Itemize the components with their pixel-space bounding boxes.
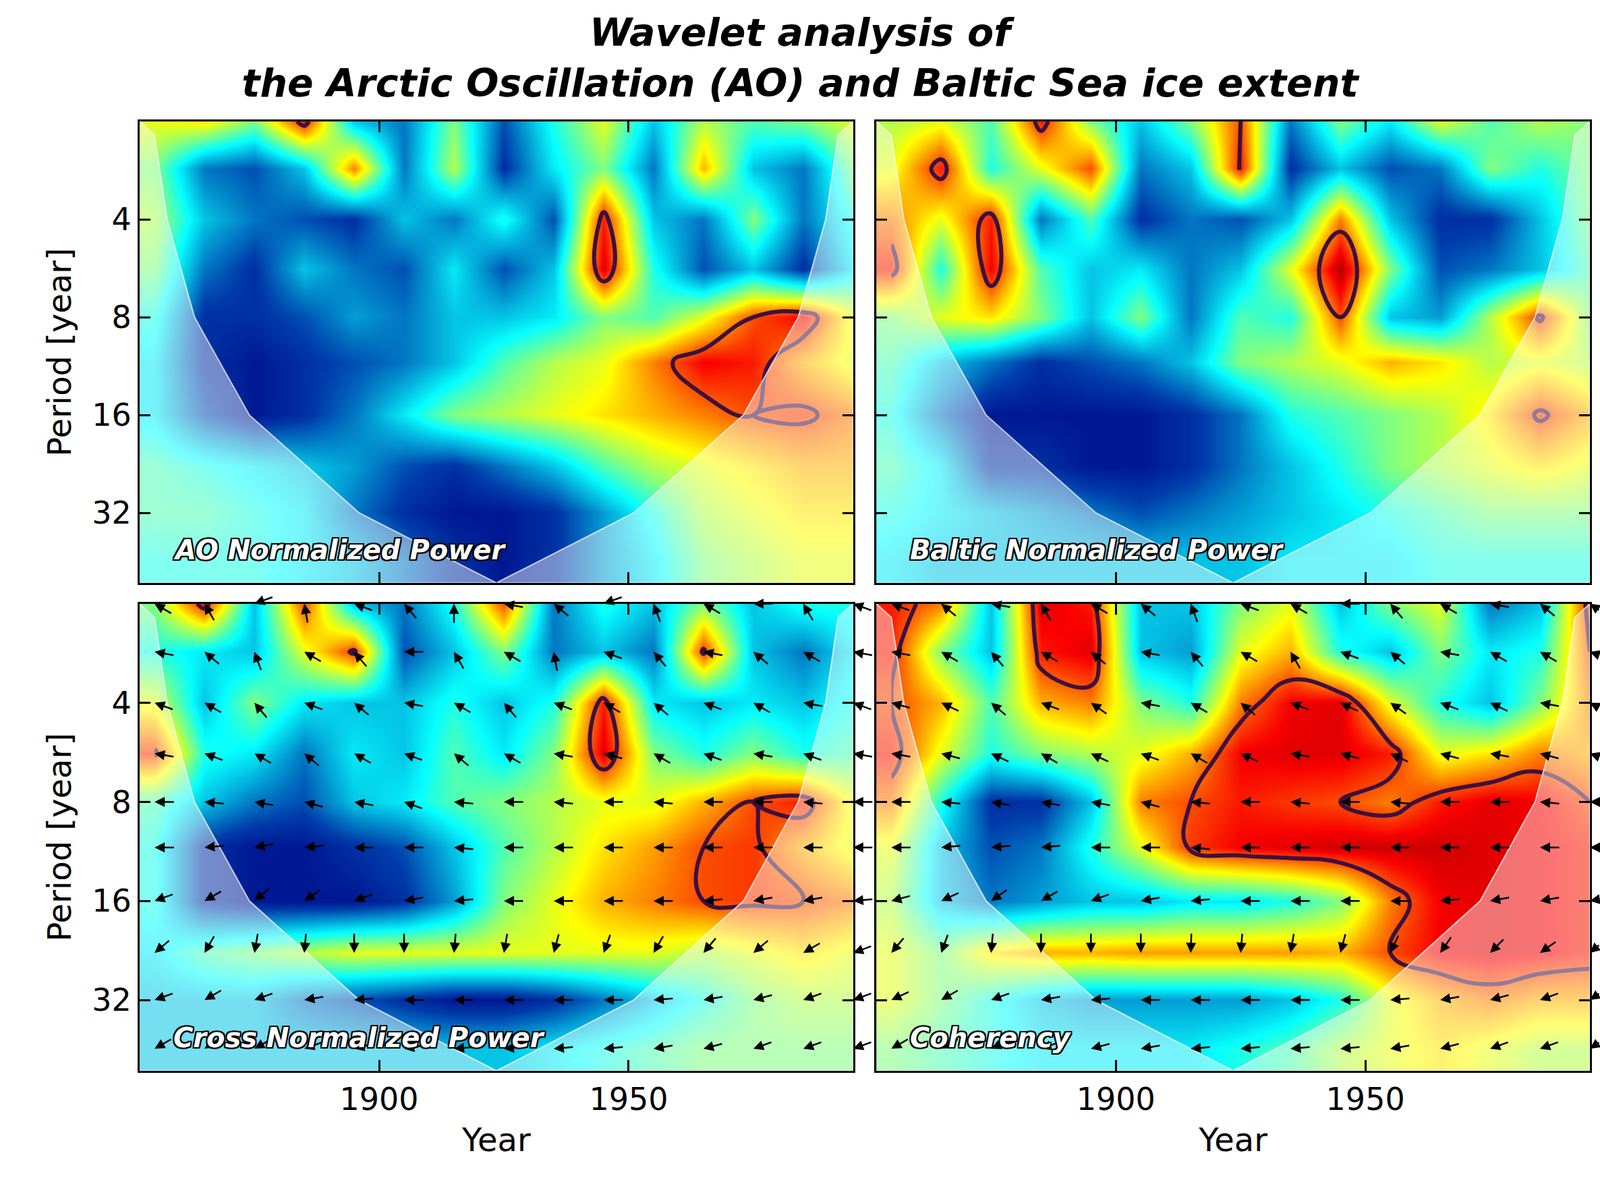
svg-text:Period [year]: Period [year] <box>40 732 79 941</box>
svg-text:Period [year]: Period [year] <box>40 247 79 456</box>
svg-text:1900: 1900 <box>339 1080 419 1118</box>
svg-text:32: 32 <box>91 494 132 531</box>
svg-text:1950: 1950 <box>588 1080 668 1118</box>
svg-text:AO Normalized Power: AO Normalized Power <box>173 534 506 566</box>
svg-text:4: 4 <box>111 684 132 722</box>
svg-text:Baltic Normalized Power: Baltic Normalized Power <box>909 534 1284 566</box>
svg-text:Year: Year <box>1197 1120 1268 1159</box>
svg-text:4: 4 <box>111 201 132 238</box>
svg-text:16: 16 <box>91 396 132 434</box>
svg-text:Cross Normalized Power: Cross Normalized Power <box>173 1021 546 1053</box>
svg-text:32: 32 <box>91 981 132 1018</box>
svg-text:8: 8 <box>111 783 132 821</box>
svg-text:1900: 1900 <box>1076 1080 1156 1118</box>
svg-text:Coherency: Coherency <box>909 1021 1072 1053</box>
svg-text:Year: Year <box>461 1120 531 1159</box>
svg-text:1950: 1950 <box>1326 1080 1406 1118</box>
svg-text:Wavelet analysis ofthe Arctic: Wavelet analysis ofthe Arctic Oscillatio… <box>241 10 1360 105</box>
svg-text:8: 8 <box>111 298 132 336</box>
svg-text:16: 16 <box>91 882 132 919</box>
